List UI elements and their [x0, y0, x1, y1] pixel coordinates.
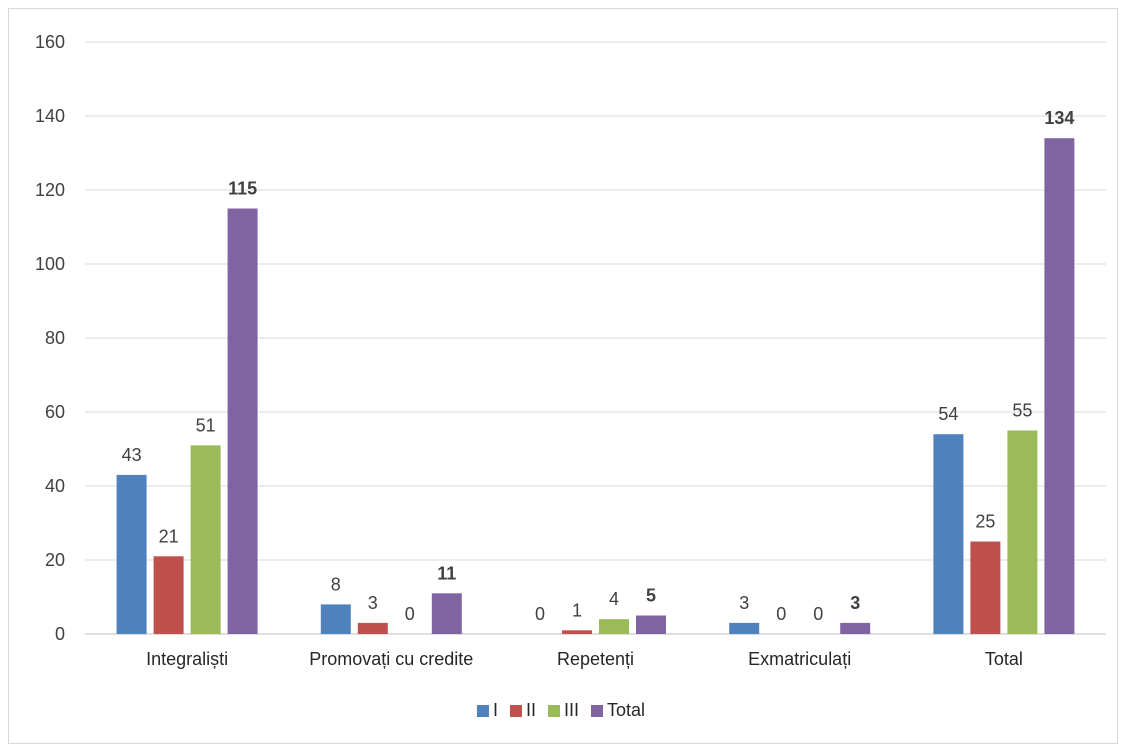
legend-item-total: Total — [591, 700, 645, 720]
data-label-total-3: 3 — [850, 593, 860, 613]
bar-ii-2 — [562, 630, 592, 634]
data-label-total-0: 115 — [228, 179, 257, 199]
bar-iii-2 — [599, 619, 629, 634]
legend-swatch — [476, 705, 489, 717]
data-label-ii-3: 0 — [776, 604, 786, 624]
bar-ii-1 — [357, 622, 388, 634]
data-label-ii-1: 3 — [368, 593, 378, 613]
y-tick-label: 60 — [45, 402, 65, 422]
bar-total-1 — [431, 593, 462, 634]
data-label-total-4: 134 — [1044, 108, 1074, 128]
bar-total-0 — [227, 208, 258, 634]
y-tick-label: 40 — [45, 476, 65, 496]
bar-total-3 — [840, 622, 871, 634]
bar-ii-4 — [970, 541, 1001, 634]
legend-swatch — [547, 705, 560, 717]
bar-iii-4 — [1007, 430, 1038, 634]
y-tick-label: 80 — [45, 328, 65, 348]
y-tick-label: 160 — [35, 32, 65, 52]
legend-item-i: I — [476, 700, 498, 720]
data-label-ii-4: 25 — [975, 512, 995, 532]
data-label-i-1: 8 — [331, 574, 341, 594]
category-label: Total — [985, 649, 1023, 669]
y-axis-ticks: 0 20 40 60 80 100 120 140 160 — [35, 32, 65, 644]
bar-i-0 — [116, 474, 147, 634]
bars — [116, 138, 1075, 634]
category-label: Integraliști — [146, 649, 228, 669]
data-label-i-2: 0 — [535, 604, 545, 624]
data-label-iii-3: 0 — [813, 604, 823, 624]
bar-i-1 — [320, 604, 351, 634]
legend-label: III — [564, 700, 579, 720]
y-tick-label: 140 — [35, 106, 65, 126]
category-label: Exmatriculați — [748, 649, 851, 669]
data-label-total-2: 5 — [646, 586, 656, 606]
y-tick-label: 120 — [35, 180, 65, 200]
legend-label: II — [526, 700, 536, 720]
y-tick-label: 100 — [35, 254, 65, 274]
data-label-total-1: 11 — [437, 563, 456, 583]
bar-iii-0 — [190, 445, 221, 634]
category-label: Repetenți — [557, 649, 634, 669]
legend-item-ii: II — [509, 700, 536, 720]
legend-item-iii: III — [547, 700, 579, 720]
data-label-ii-0: 21 — [159, 526, 179, 546]
data-label-i-3: 3 — [739, 593, 749, 613]
data-label-iii-4: 55 — [1012, 401, 1032, 421]
data-label-iii-0: 51 — [196, 415, 216, 435]
data-label-iii-2: 4 — [609, 589, 619, 609]
legend-label: I — [493, 700, 498, 720]
bar-i-4 — [933, 434, 964, 634]
data-label-iii-1: 0 — [405, 604, 415, 624]
y-tick-label: 0 — [55, 624, 65, 644]
legend-label: Total — [607, 700, 645, 720]
bar-i-3 — [729, 622, 760, 634]
y-tick-label: 20 — [45, 550, 65, 570]
data-label-i-0: 43 — [122, 445, 142, 465]
bar-ii-0 — [153, 556, 184, 634]
data-labels: 43 21 51 115 8 3 0 11 0 1 4 5 3 0 0 3 54 25 55 134 — [122, 108, 1075, 624]
x-axis-categories: Integraliști Promovați cu credite Repetenț… — [146, 649, 1023, 669]
category-label: Promovați cu credite — [309, 649, 473, 669]
data-label-i-4: 54 — [938, 404, 958, 424]
legend-swatch — [591, 705, 604, 717]
legend: I II III Total — [476, 700, 645, 720]
data-label-ii-2: 1 — [572, 600, 582, 620]
bar-total-4 — [1044, 138, 1075, 634]
legend-swatch — [509, 705, 522, 717]
bar-total-2 — [636, 615, 666, 634]
